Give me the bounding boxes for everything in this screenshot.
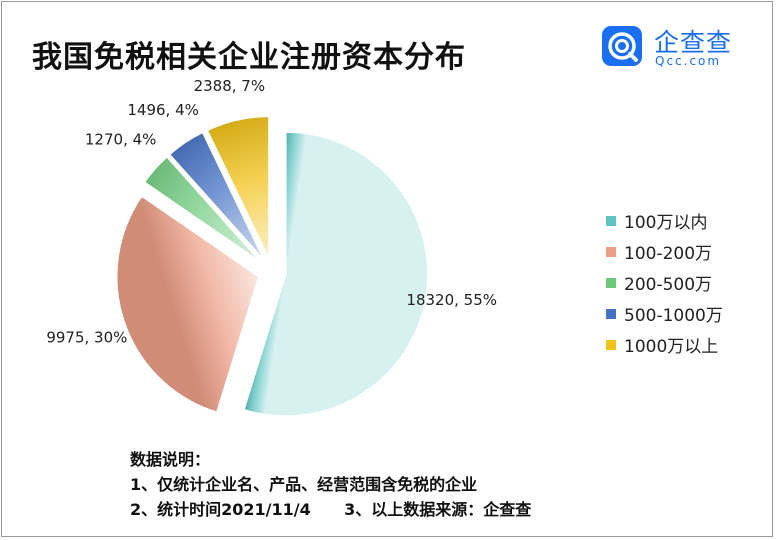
data-label-4: 1496, 4% (127, 101, 199, 119)
data-label-2: 9975, 30% (46, 328, 127, 346)
legend-swatch (606, 246, 616, 257)
notes-line-1: 1、仅统计企业名、产品、经营范围含免税的企业 (130, 475, 478, 494)
legend-label: 100万以内 (624, 213, 708, 233)
pie-slice-1 (242, 131, 429, 417)
chart-legend: 100万以内 100-200万 200-500万 500-1000万 1000万以上 (606, 205, 723, 360)
legend-item-1: 100万以内 (606, 205, 723, 236)
legend-item-2: 100-200万 (606, 236, 723, 267)
legend-swatch (606, 215, 616, 226)
notes-line-2: 2、统计时间2021/11/4 3、以上数据来源：企查查 (130, 500, 532, 519)
pie-slice-3 (143, 155, 263, 264)
legend-label: 500-1000万 (624, 306, 723, 326)
brand-domain: Qcc.com (655, 54, 722, 68)
pie-slice-4 (168, 131, 265, 261)
data-notes: 数据说明： 1、仅统计企业名、产品、经营范围含免税的企业 2、统计时间2021/… (130, 447, 531, 522)
legend-swatch (606, 277, 616, 288)
chart-title: 我国免税相关企业注册资本分布 (32, 40, 466, 75)
notes-heading: 数据说明： (130, 450, 211, 469)
pie-slices (116, 115, 429, 417)
data-label-3: 1270, 4% (85, 131, 157, 149)
brand-name: 企查查 (654, 28, 733, 57)
legend-item-4: 500-1000万 (606, 298, 723, 329)
pie-data-labels: 18320, 55% 9975, 30% 1270, 4% 1496, 4% 2388,… (46, 77, 497, 346)
legend-item-3: 200-500万 (606, 267, 723, 298)
legend-item-5: 1000万以上 (606, 329, 723, 360)
pie-slice-5 (206, 115, 270, 259)
data-label-1: 18320, 55% (406, 291, 497, 309)
legend-label: 200-500万 (624, 275, 713, 295)
pie-slice-2 (116, 195, 260, 414)
data-label-5: 2388, 7% (194, 77, 266, 95)
legend-label: 100-200万 (624, 244, 713, 264)
legend-label: 1000万以上 (624, 337, 719, 357)
legend-swatch (606, 308, 616, 319)
qcc-logo-icon (602, 26, 642, 66)
brand-logo: 企查查 Qcc.com (602, 26, 752, 74)
legend-swatch (606, 339, 616, 350)
